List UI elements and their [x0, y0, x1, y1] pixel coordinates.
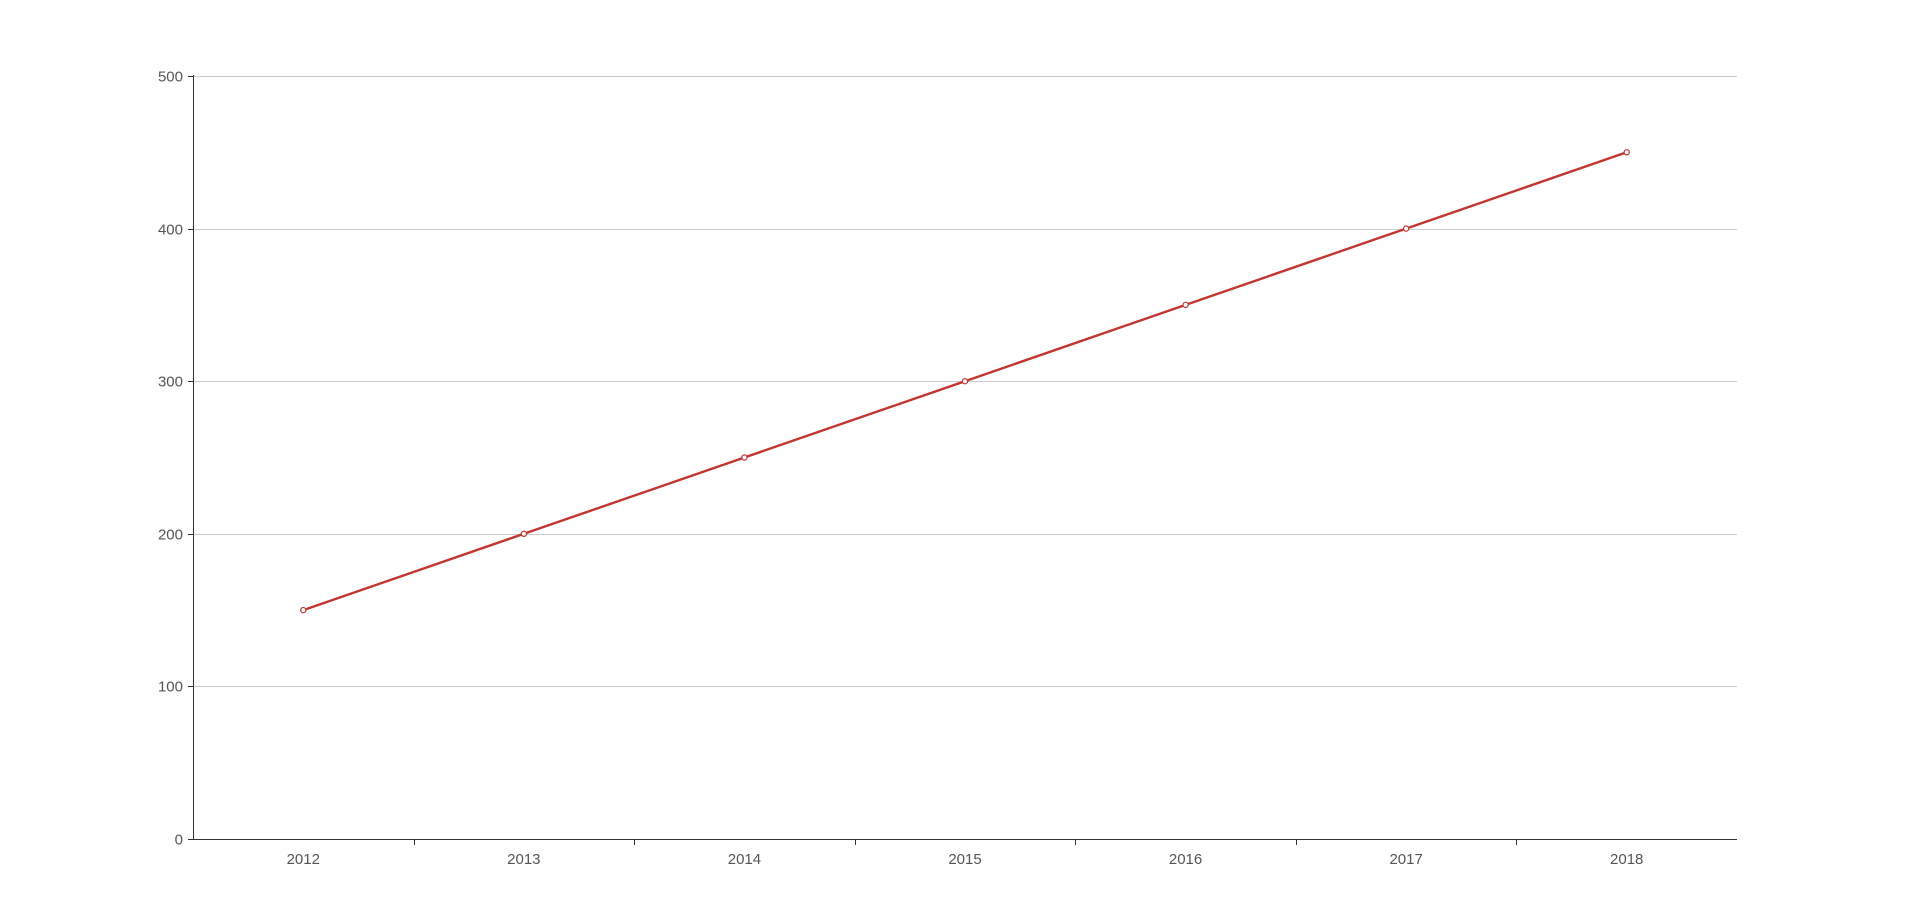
x-tick-label: 2016 — [1169, 851, 1202, 868]
y-tick-label: 400 — [158, 222, 183, 239]
y-tick-label: 100 — [158, 679, 183, 696]
x-tick-label: 2015 — [948, 851, 981, 868]
data-point — [300, 606, 307, 614]
data-point — [741, 454, 748, 461]
data-point — [961, 378, 969, 385]
data-point — [1623, 149, 1630, 156]
y-tick-label: 0 — [175, 832, 183, 849]
data-point — [520, 530, 528, 538]
x-tick-label: 2014 — [728, 851, 761, 868]
y-tick-label: 300 — [158, 374, 183, 391]
x-tick-label: 2017 — [1389, 851, 1422, 868]
y-axis-tick-labels: 0 100 200 300 400 500 — [158, 69, 183, 849]
data-point — [1182, 301, 1189, 309]
x-tick-label: 2012 — [287, 851, 320, 868]
data-point — [1402, 225, 1410, 232]
x-tick-label: 2013 — [507, 851, 540, 868]
y-tick-label: 500 — [158, 69, 183, 86]
series — [300, 149, 1630, 614]
y-tick-label: 200 — [158, 527, 183, 544]
axes — [188, 75, 1737, 845]
x-tick-label: 2018 — [1610, 851, 1643, 868]
x-axis-tick-labels: 2012 2013 2014 2015 2016 2017 2018 — [287, 851, 1644, 868]
